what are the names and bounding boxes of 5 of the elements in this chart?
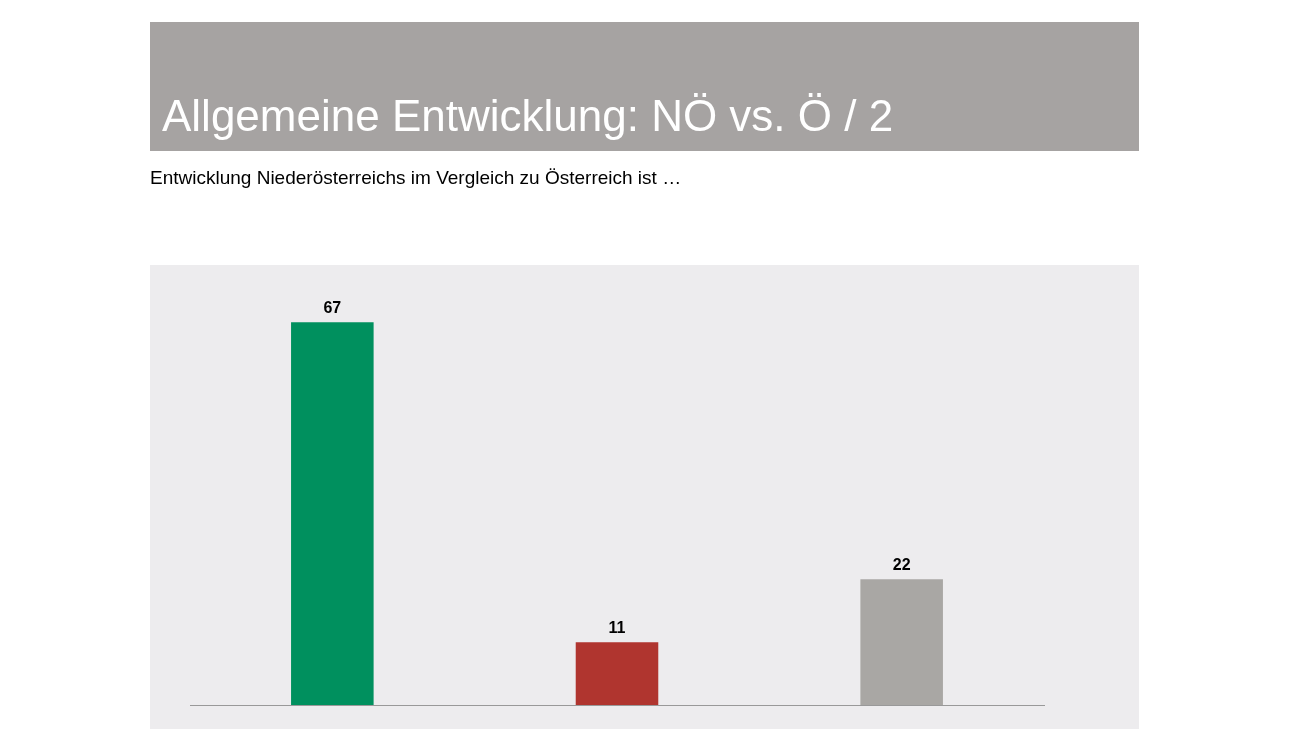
chart-subtitle: Entwicklung Niederösterreichs im Vergleich zu Österreich ist … <box>150 167 682 189</box>
data-label: 67 <box>323 298 342 316</box>
data-label: 11 <box>608 618 626 636</box>
data-label: 22 <box>892 555 911 573</box>
chart-title: Allgemeine Entwicklung: NÖ vs. Ö / 2 <box>162 91 894 141</box>
